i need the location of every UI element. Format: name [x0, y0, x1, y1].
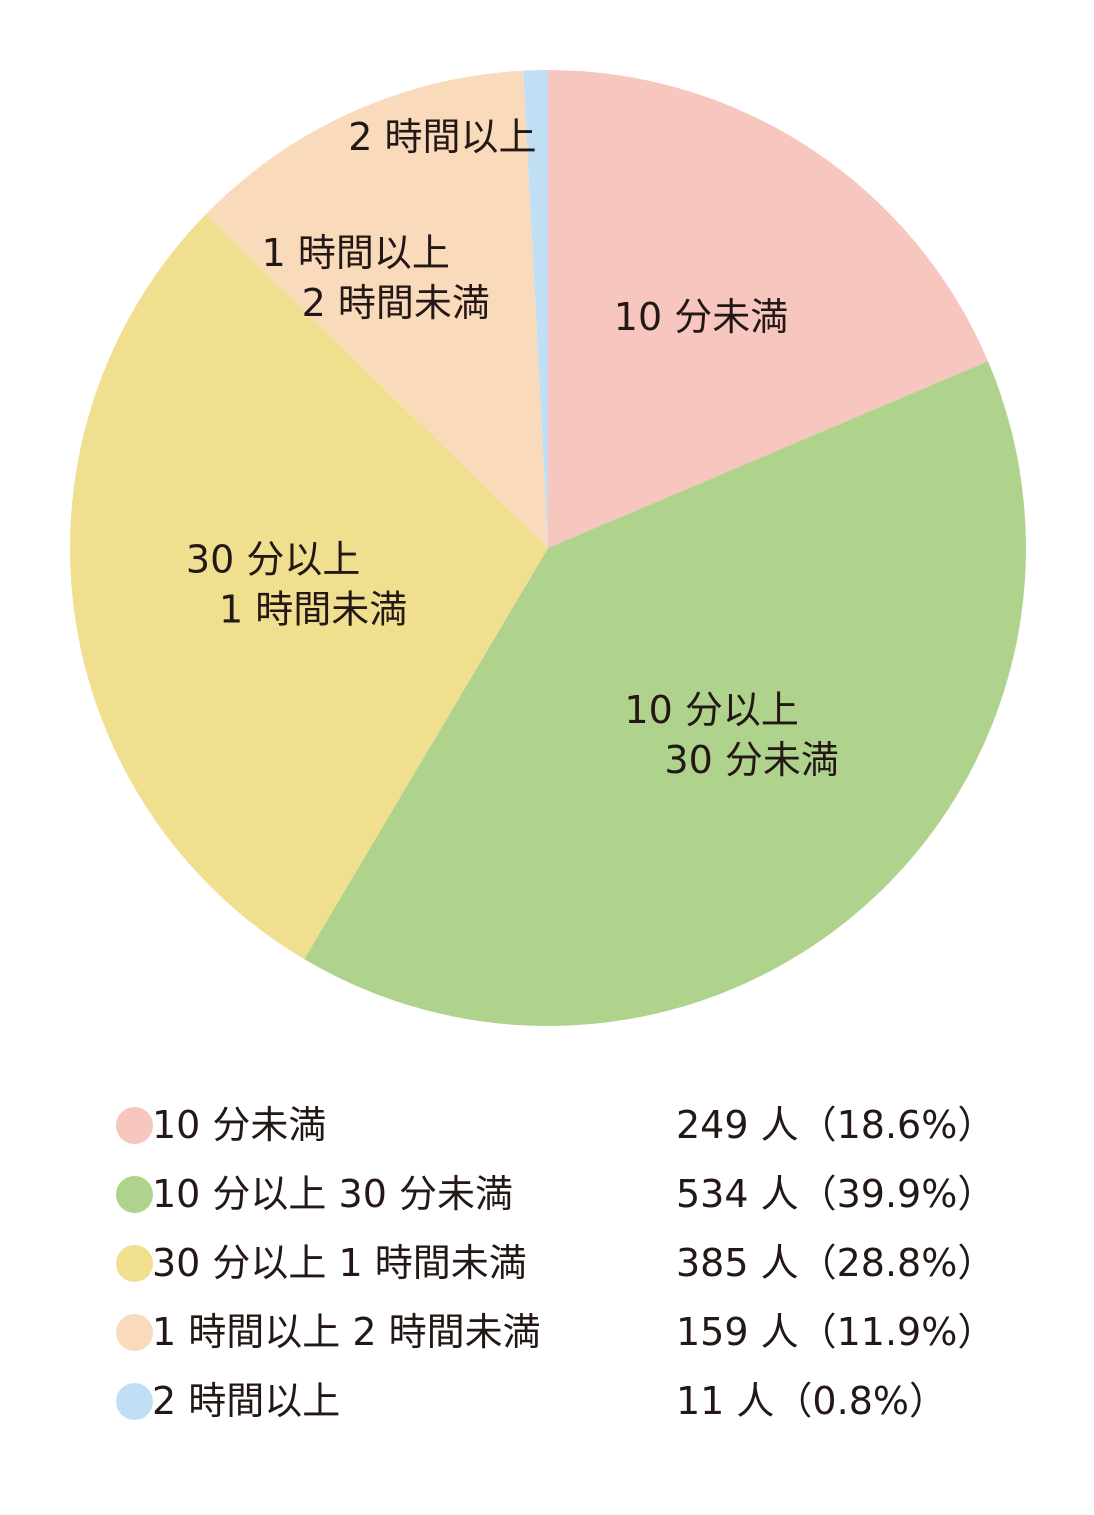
- legend-value: 385 人（28.8%）: [676, 1241, 996, 1285]
- pie-slices: [69, 70, 1026, 1027]
- legend-item: 10 分未満 249 人（18.6%）: [110, 1095, 1010, 1164]
- legend-label: 2 時間以上: [152, 1379, 341, 1423]
- legend-label: 30 分以上 1 時間未満: [152, 1241, 527, 1285]
- legend-value: 159 人（11.9%）: [676, 1310, 996, 1354]
- legend-value: 249 人（18.6%）: [676, 1103, 996, 1147]
- slice-label: 1 時間以上 2 時間未満: [262, 231, 490, 325]
- legend-label: 10 分未満: [152, 1103, 327, 1147]
- legend-marker-icon: [116, 1383, 153, 1420]
- pie-slice: [304, 361, 1026, 1027]
- legend-label: 10 分以上 30 分未満: [152, 1172, 513, 1216]
- pie-slice: [548, 70, 988, 548]
- slice-label: 10 分未満: [614, 295, 788, 339]
- legend-marker-icon: [116, 1107, 153, 1144]
- legend-item: 10 分以上 30 分未満 534 人（39.9%）: [110, 1164, 1010, 1233]
- legend-label: 1 時間以上 2 時間未満: [152, 1310, 541, 1354]
- legend-item: 1 時間以上 2 時間未満 159 人（11.9%）: [110, 1302, 1010, 1371]
- legend-item: 2 時間以上 11 人（0.8%）: [110, 1371, 1010, 1440]
- legend-marker-icon: [116, 1314, 153, 1351]
- legend-value: 11 人（0.8%）: [676, 1379, 947, 1423]
- legend-item: 30 分以上 1 時間未満 385 人（28.8%）: [110, 1233, 1010, 1302]
- slice-label: 2 時間以上: [348, 115, 536, 159]
- pie-slice: [523, 70, 548, 548]
- pie-slice: [69, 214, 549, 960]
- slice-label: 10 分以上 30 分未満: [624, 688, 838, 782]
- pie-slice: [205, 70, 548, 549]
- slice-label: 30 分以上 1 時間未満: [186, 537, 407, 631]
- pie-chart: 10 分未満 10 分以上 30 分未満 30 分以上 1 時間未満 1 時間以上 2 時間…: [69, 70, 1026, 1027]
- slice-labels: 10 分未満 10 分以上 30 分未満 30 分以上 1 時間未満 1 時間以上 2 時間…: [186, 115, 839, 782]
- legend-marker-icon: [116, 1176, 153, 1213]
- legend: 10 分未満 249 人（18.6%） 10 分以上 30 分未満 534 人（…: [110, 1095, 1010, 1440]
- legend-value: 534 人（39.9%）: [676, 1172, 996, 1216]
- legend-marker-icon: [116, 1245, 153, 1282]
